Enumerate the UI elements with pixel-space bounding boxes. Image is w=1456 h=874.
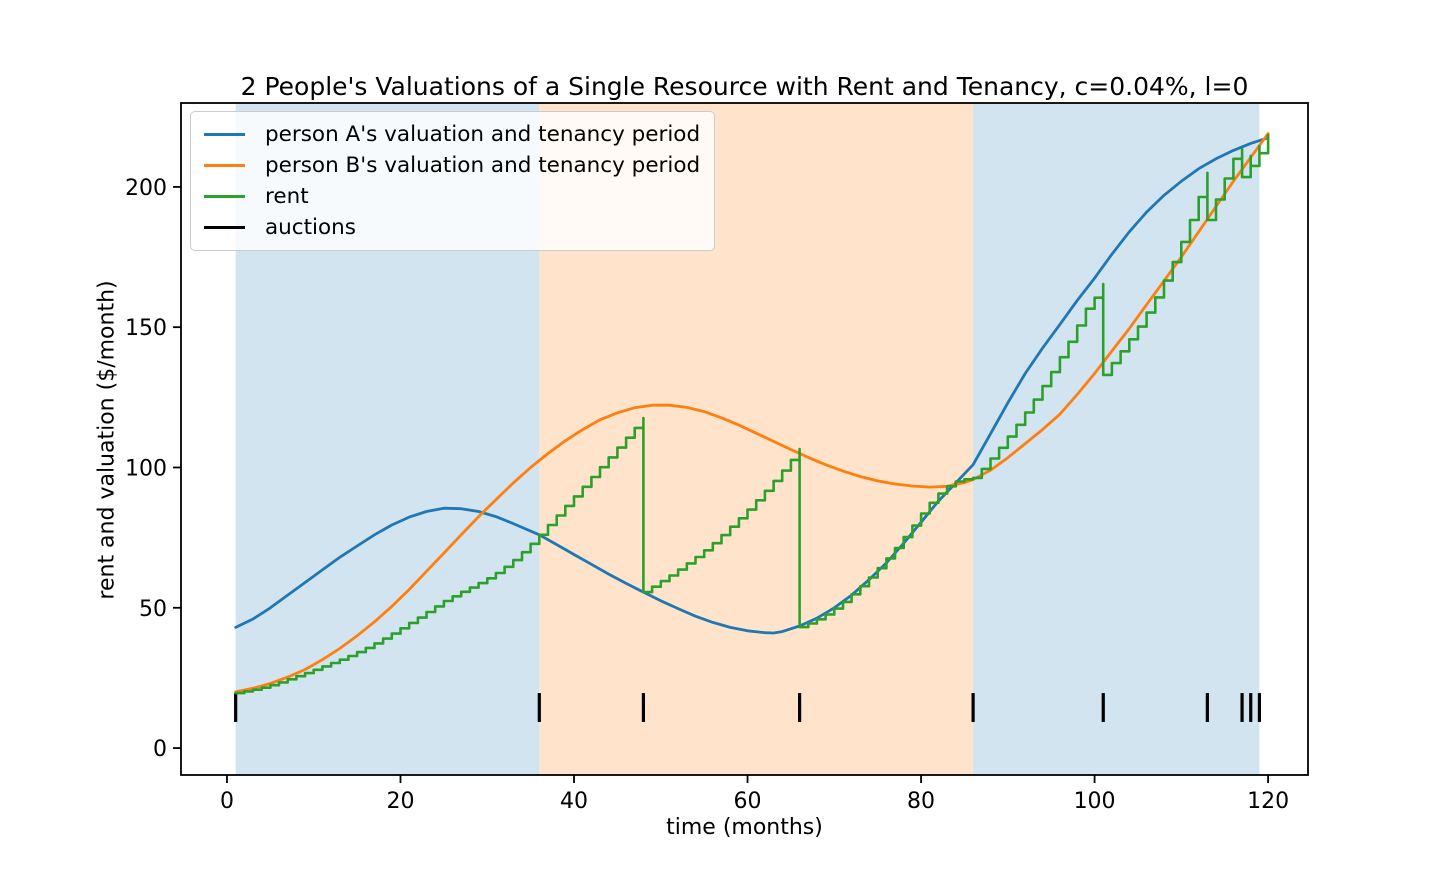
y-axis-label: rent and valuation ($/month) <box>94 280 120 600</box>
y-tick-label: 150 <box>125 316 167 341</box>
x-axis-label: time (months) <box>666 815 823 840</box>
y-tick-label: 100 <box>125 456 167 481</box>
axes-spines <box>180 102 1309 776</box>
legend-item-label: person A's valuation and tenancy period <box>265 122 701 147</box>
legend-line-swatch <box>204 164 245 167</box>
x-tick-label: 100 <box>1074 789 1116 814</box>
legend-item-label: rent <box>265 184 309 209</box>
x-tick-label: 80 <box>907 789 935 814</box>
legend-item-label: auctions <box>265 215 357 240</box>
legend-line-swatch <box>204 195 245 198</box>
chart-title: 2 People's Valuations of a Single Resour… <box>240 72 1249 101</box>
y-tick-label: 200 <box>125 176 167 201</box>
legend-item: person B's valuation and tenancy period <box>204 150 700 181</box>
series-rent <box>234 133 1270 695</box>
series-person-b-s-valuation-and-tenancy-period <box>234 132 1270 694</box>
x-tick-label: 0 <box>220 789 234 814</box>
legend: person A's valuation and tenancy period p… <box>190 111 716 251</box>
legend-line-swatch <box>204 226 245 229</box>
y-tick-label: 50 <box>139 597 167 622</box>
legend-item: person A's valuation and tenancy period <box>204 119 700 150</box>
legend-item: auctions <box>204 212 700 243</box>
x-tick-label: 20 <box>387 789 415 814</box>
y-tick-label: 0 <box>153 737 167 762</box>
legend-item: rent <box>204 181 700 212</box>
series-person-a-s-valuation-and-tenancy-period <box>234 136 1270 635</box>
legend-line-swatch <box>204 133 245 136</box>
legend-item-label: person B's valuation and tenancy period <box>265 153 701 178</box>
x-tick-label: 40 <box>560 789 588 814</box>
x-tick-label: 120 <box>1247 789 1289 814</box>
x-tick-label: 60 <box>734 789 762 814</box>
